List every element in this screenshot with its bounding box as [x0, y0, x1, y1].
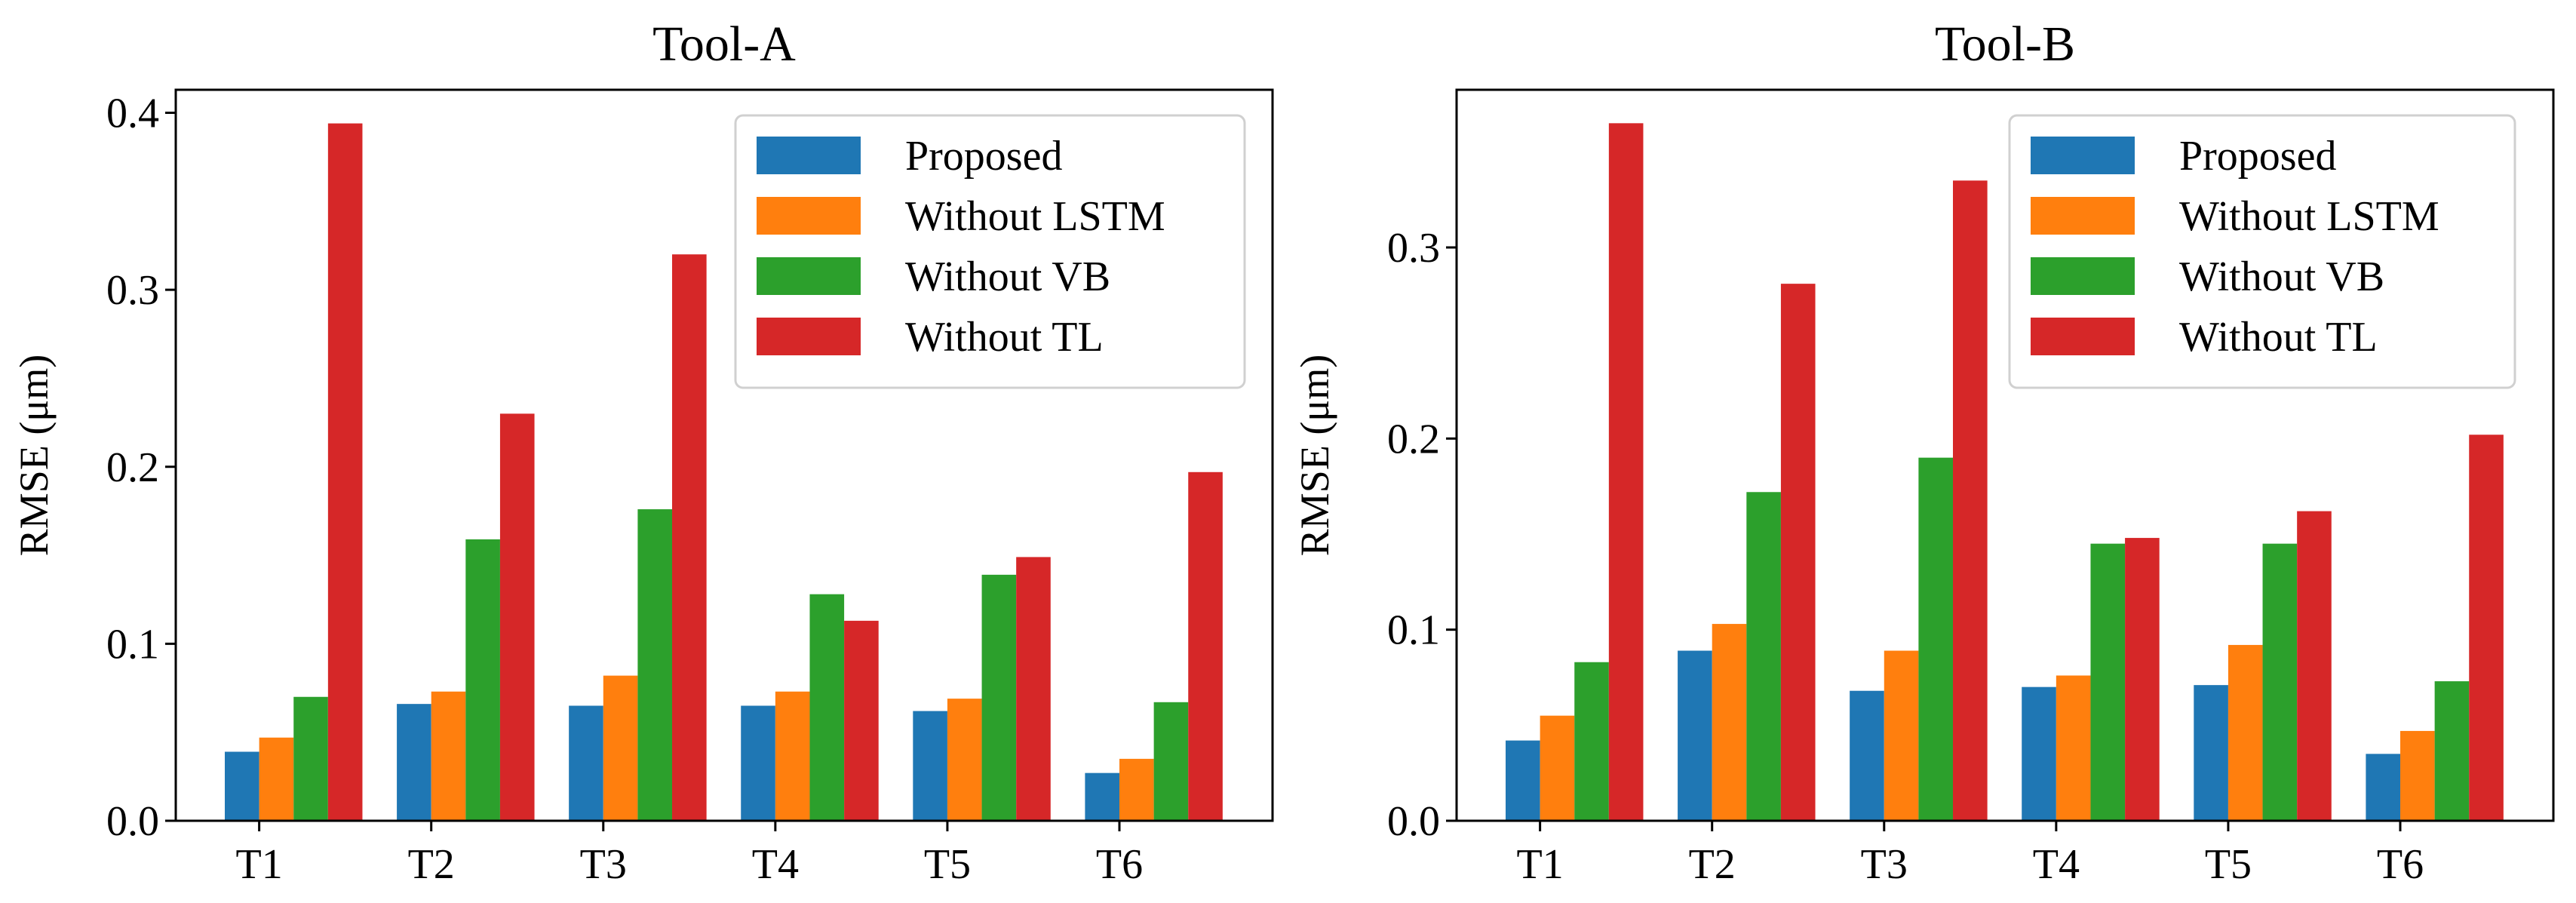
y-axis-label: RMSE (μm) [1292, 355, 1337, 556]
bar-proposed-t1 [225, 751, 259, 821]
legend-box [2008, 114, 2516, 389]
x-tick-label: T1 [1517, 841, 1564, 888]
bar-without-tl-t2 [499, 413, 535, 821]
legend-swatch-without-tl [757, 318, 861, 355]
x-tick-label: T3 [1861, 841, 1908, 888]
bar-without-tl-t5 [2297, 511, 2332, 821]
legend-label: Without TL [905, 314, 1104, 361]
bar-proposed-t6 [1085, 772, 1120, 821]
bar-without-lstm-t5 [2228, 644, 2263, 821]
x-tick-label: T5 [924, 841, 971, 888]
bar-proposed-t5 [2194, 685, 2228, 821]
legend-label: Without VB [905, 253, 1110, 300]
bar-without-lstm-t2 [431, 691, 466, 821]
bar-without-vb-t3 [1918, 457, 1954, 821]
chart-title: Tool-A [652, 17, 796, 72]
bar-without-vb-t6 [1153, 702, 1189, 821]
bar-without-lstm-t1 [259, 737, 294, 821]
legend-label: Proposed [2179, 133, 2336, 180]
x-tick-label: T6 [1096, 841, 1143, 888]
bar-without-tl-t4 [2125, 538, 2160, 821]
legend-swatch-without-tl [2031, 318, 2135, 355]
legend-box [734, 114, 1246, 389]
y-tick-label: 0.3 [106, 267, 159, 314]
legend-swatch-proposed [2031, 137, 2135, 174]
bar-proposed-t1 [1506, 740, 1540, 821]
y-tick-label: 0.0 [106, 798, 159, 845]
bar-proposed-t2 [1678, 650, 1712, 821]
bar-without-vb-t2 [1746, 492, 1781, 821]
bar-without-lstm-t3 [603, 675, 638, 821]
bar-without-vb-t1 [293, 696, 328, 821]
bar-without-tl-t3 [1953, 180, 1988, 822]
bar-proposed-t4 [741, 705, 775, 821]
y-tick-label: 0.2 [1387, 416, 1440, 462]
chart-title: Tool-B [1935, 17, 2075, 72]
axes-frame [174, 88, 1274, 822]
chart-tool-b: Tool-B RMSE (μm) 0.0 0.1 0.2 0.3 T1 T2 T3 T4 T5 T6 P… [1292, 17, 2555, 888]
legend-swatch-without-vb [2031, 257, 2135, 295]
x-tick-label: T5 [2205, 841, 2252, 888]
bar-proposed-t5 [913, 711, 947, 821]
bar-without-lstm-t4 [775, 691, 810, 821]
bar-without-vb-t2 [465, 539, 500, 821]
legend-label: Without TL [2179, 314, 2378, 361]
bar-without-tl-t4 [844, 620, 879, 821]
bar-proposed-t3 [569, 705, 603, 821]
y-tick-label: 0.2 [106, 444, 159, 491]
bar-without-lstm-t5 [947, 699, 982, 821]
bar-without-tl-t6 [1188, 471, 1223, 821]
x-tick-label: T2 [408, 841, 455, 888]
legend-swatch-without-lstm [2031, 197, 2135, 235]
legend-swatch-proposed [757, 137, 861, 174]
bar-without-lstm-t3 [1884, 650, 1919, 821]
chart-tool-a: Tool-A RMSE (μm) 0.0 0.1 0.2 0.3 0.4 T1 T2 T3 T4 T5… [11, 17, 1274, 888]
bar-without-tl-t2 [1780, 284, 1816, 822]
legend: Proposed Without LSTM Without VB Without TL [734, 114, 1246, 389]
legend-label: Without LSTM [2179, 193, 2439, 240]
bar-without-vb-t4 [809, 594, 845, 821]
bar-without-tl-t1 [1608, 123, 1644, 822]
bar-without-tl-t3 [672, 254, 707, 822]
axes-frame [1455, 88, 2555, 822]
legend-swatch-without-lstm [757, 197, 861, 235]
legend-label: Without LSTM [905, 193, 1165, 240]
bar-without-lstm-t4 [2056, 675, 2091, 821]
legend-label: Proposed [905, 133, 1062, 180]
bar-proposed-t2 [397, 704, 431, 821]
bar-without-vb-t5 [2262, 543, 2298, 821]
bar-without-lstm-t2 [1712, 624, 1747, 821]
bar-without-tl-t5 [1016, 557, 1051, 821]
bar-without-vb-t4 [2090, 543, 2126, 821]
y-tick-label: 0.3 [1387, 225, 1440, 272]
x-tick-label: T4 [752, 841, 799, 888]
x-tick-label: T4 [2033, 841, 2080, 888]
bar-without-lstm-t1 [1540, 715, 1575, 821]
x-tick-label: T3 [580, 841, 627, 888]
bar-without-lstm-t6 [2400, 730, 2435, 821]
x-tick-label: T6 [2377, 841, 2424, 888]
bar-proposed-t6 [2366, 754, 2401, 821]
bar-without-vb-t3 [637, 509, 673, 821]
bar-without-vb-t1 [1574, 662, 1609, 821]
bar-proposed-t3 [1850, 690, 1884, 821]
legend-label: Without VB [2179, 253, 2384, 300]
x-tick-label: T2 [1689, 841, 1736, 888]
y-tick-label: 0.1 [106, 621, 159, 668]
y-tick-label: 0.4 [106, 91, 159, 137]
bar-proposed-t4 [2022, 686, 2056, 821]
legend-swatch-without-vb [757, 257, 861, 295]
bar-without-tl-t6 [2469, 435, 2504, 821]
bar-without-vb-t5 [981, 574, 1017, 821]
bar-without-tl-t1 [327, 123, 363, 822]
x-tick-label: T1 [236, 841, 283, 888]
legend: Proposed Without LSTM Without VB Without TL [2008, 114, 2516, 389]
y-axis-label: RMSE (μm) [11, 355, 57, 556]
y-tick-label: 0.1 [1387, 607, 1440, 654]
bar-without-vb-t6 [2434, 681, 2470, 821]
bar-without-lstm-t6 [1119, 758, 1154, 821]
y-tick-label: 0.0 [1387, 798, 1440, 845]
